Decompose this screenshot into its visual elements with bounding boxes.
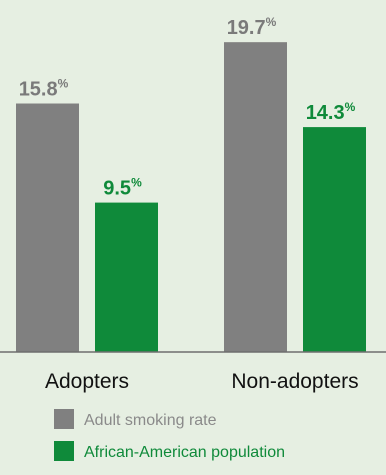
category-label-non-adopters: Non-adopters xyxy=(231,370,358,393)
value-label-non-adopters-adult-smoking-rate: 19.7% xyxy=(227,15,277,39)
category-label-adopters: Adopters xyxy=(45,370,129,393)
legend-label-adult-smoking-rate: Adult smoking rate xyxy=(84,412,217,429)
bars-layer xyxy=(16,42,366,352)
legend: Adult smoking rate African-American popul… xyxy=(54,409,285,461)
bar-non-adopters-african-american-population xyxy=(303,127,366,352)
legend-label-african-american-population: African-American population xyxy=(84,444,285,461)
value-label-non-adopters-african-american-population: 14.3% xyxy=(306,100,356,124)
legend-swatch-african-american-population xyxy=(54,441,74,461)
legend-swatch-adult-smoking-rate xyxy=(54,409,74,429)
value-label-adopters-adult-smoking-rate: 15.8% xyxy=(19,77,69,101)
bar-non-adopters-adult-smoking-rate xyxy=(224,42,287,352)
bar-adopters-adult-smoking-rate xyxy=(16,103,79,352)
value-label-adopters-african-american-population: 9.5% xyxy=(103,176,142,200)
value-labels-layer: 15.8% 9.5% 19.7% 14.3% xyxy=(19,15,356,199)
bar-adopters-african-american-population xyxy=(95,202,158,352)
category-labels-layer: Adopters Non-adopters xyxy=(45,370,359,393)
